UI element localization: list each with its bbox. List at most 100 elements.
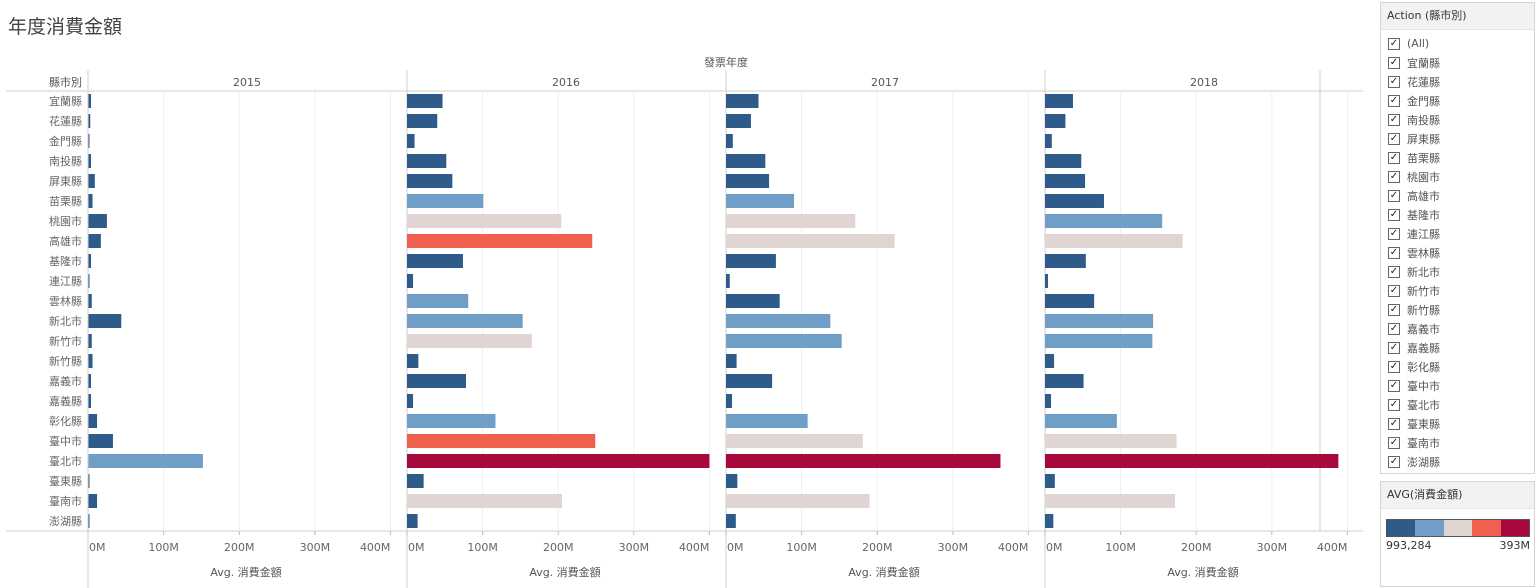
filter-item[interactable]: ✓ 南投縣	[1381, 110, 1534, 129]
checkbox-icon[interactable]: ✓	[1388, 284, 1400, 297]
bar	[726, 334, 842, 348]
filter-item-label: 臺南市	[1407, 436, 1440, 450]
checkbox-icon[interactable]: ✓	[1388, 455, 1400, 468]
bar	[1045, 454, 1339, 468]
filter-item-label: 臺中市	[1407, 379, 1440, 393]
bar	[407, 454, 710, 468]
filter-item[interactable]: ✓ (All)	[1381, 34, 1534, 53]
checkbox-icon[interactable]: ✓	[1388, 436, 1400, 449]
filter-item[interactable]: ✓ 澎湖縣	[1381, 452, 1534, 471]
bar	[407, 194, 484, 208]
checkbox-icon[interactable]: ✓	[1388, 265, 1400, 278]
category-label: 屏東縣	[49, 175, 82, 188]
row-header: 縣市別	[49, 75, 82, 89]
filter-item[interactable]: ✓ 新竹市	[1381, 281, 1534, 300]
filter-item-label: 高雄市	[1407, 189, 1440, 203]
checkbox-icon[interactable]: ✓	[1388, 303, 1400, 316]
filter-item[interactable]: ✓ 嘉義市	[1381, 319, 1534, 338]
filter-item[interactable]: ✓ 臺中市	[1381, 376, 1534, 395]
legend-color-swatch	[1387, 520, 1416, 536]
bar	[726, 434, 863, 448]
checkbox-icon[interactable]: ✓	[1388, 170, 1400, 183]
filter-item[interactable]: ✓ 高雄市	[1381, 186, 1534, 205]
bar	[88, 314, 122, 328]
filter-item[interactable]: ✓ 宜蘭縣	[1381, 53, 1534, 72]
filter-item[interactable]: ✓ 臺東縣	[1381, 414, 1534, 433]
legend-min-label: 993,284	[1386, 539, 1432, 552]
bar	[407, 274, 414, 288]
checkbox-icon[interactable]: ✓	[1388, 360, 1400, 373]
bar	[1045, 434, 1177, 448]
checkbox-icon[interactable]: ✓	[1388, 227, 1400, 240]
checkbox-icon[interactable]: ✓	[1388, 151, 1400, 164]
filter-item[interactable]: ✓ 新竹縣	[1381, 300, 1534, 319]
filter-item-label: 連江縣	[1407, 227, 1440, 241]
checkbox-icon[interactable]: ✓	[1388, 132, 1400, 145]
filter-item-label: 臺北市	[1407, 398, 1440, 412]
filter-item[interactable]: ✓ 新北市	[1381, 262, 1534, 281]
filter-item-label: 宜蘭縣	[1407, 56, 1440, 70]
filter-item[interactable]: ✓ 彰化縣	[1381, 357, 1534, 376]
checkbox-icon[interactable]: ✓	[1388, 94, 1400, 107]
bar	[726, 454, 1001, 468]
filter-item-label: 新竹市	[1407, 284, 1440, 298]
filter-item[interactable]: ✓ 連江縣	[1381, 224, 1534, 243]
filter-item-label: 金門縣	[1407, 94, 1440, 108]
checkbox-icon[interactable]: ✓	[1388, 246, 1400, 259]
filter-item[interactable]: ✓ 基隆市	[1381, 205, 1534, 224]
filter-panel-title: Action (縣市別)	[1381, 3, 1534, 30]
filter-item[interactable]: ✓ 嘉義縣	[1381, 338, 1534, 357]
checkbox-icon[interactable]: ✓	[1388, 379, 1400, 392]
bar	[726, 154, 766, 168]
checkbox-icon[interactable]: ✓	[1388, 417, 1400, 430]
checkbox-icon[interactable]: ✓	[1388, 75, 1400, 88]
bar	[407, 94, 443, 108]
x-tick-label: 200M	[224, 541, 255, 554]
filter-item[interactable]: ✓ 雲林縣	[1381, 243, 1534, 262]
filter-item[interactable]: ✓ 金門縣	[1381, 91, 1534, 110]
checkbox-icon[interactable]: ✓	[1388, 56, 1400, 69]
bar	[726, 494, 870, 508]
bar	[88, 154, 92, 168]
column-header: 發票年度	[704, 55, 748, 69]
checkbox-icon[interactable]: ✓	[1388, 37, 1400, 50]
filter-item-label: 臺東縣	[1407, 417, 1440, 431]
bar	[407, 474, 424, 488]
x-tick-label: 200M	[543, 541, 574, 554]
checkbox-icon[interactable]: ✓	[1388, 341, 1400, 354]
checkbox-icon[interactable]: ✓	[1388, 208, 1400, 221]
filter-item[interactable]: ✓ 臺北市	[1381, 395, 1534, 414]
bar	[88, 254, 92, 268]
x-axis-label: Avg. 消費金額	[1167, 565, 1238, 579]
bar	[1045, 274, 1049, 288]
x-tick-label: 0M	[89, 541, 106, 554]
bar	[88, 354, 93, 368]
bar	[407, 134, 415, 148]
bar	[726, 94, 759, 108]
checkbox-icon[interactable]: ✓	[1388, 322, 1400, 335]
page-title: 年度消費金額	[8, 16, 123, 38]
filter-item-label: (All)	[1407, 37, 1430, 50]
checkbox-icon[interactable]: ✓	[1388, 189, 1400, 202]
bar	[88, 474, 90, 488]
bar	[1045, 94, 1073, 108]
category-label: 澎湖縣	[49, 515, 82, 528]
filter-item[interactable]: ✓ 屏東縣	[1381, 129, 1534, 148]
year-header: 2016	[552, 76, 580, 89]
bar	[88, 214, 107, 228]
bar	[726, 274, 730, 288]
bar	[88, 114, 91, 128]
filter-item[interactable]: ✓ 臺南市	[1381, 433, 1534, 452]
filter-item[interactable]: ✓ 花蓮縣	[1381, 72, 1534, 91]
bar	[726, 194, 795, 208]
bar	[407, 414, 496, 428]
x-tick-label: 400M	[1317, 541, 1348, 554]
filter-panel: Action (縣市別) ✓ (All) ✓ 宜蘭縣 ✓ 花蓮縣 ✓ 金門縣 ✓ 南投縣 ✓ 屏東縣 ✓…	[1380, 2, 1535, 474]
bar	[407, 114, 438, 128]
x-tick-label: 300M	[938, 541, 969, 554]
checkbox-icon[interactable]: ✓	[1388, 113, 1400, 126]
bar	[407, 314, 523, 328]
filter-item[interactable]: ✓ 苗栗縣	[1381, 148, 1534, 167]
filter-item[interactable]: ✓ 桃園市	[1381, 167, 1534, 186]
checkbox-icon[interactable]: ✓	[1388, 398, 1400, 411]
